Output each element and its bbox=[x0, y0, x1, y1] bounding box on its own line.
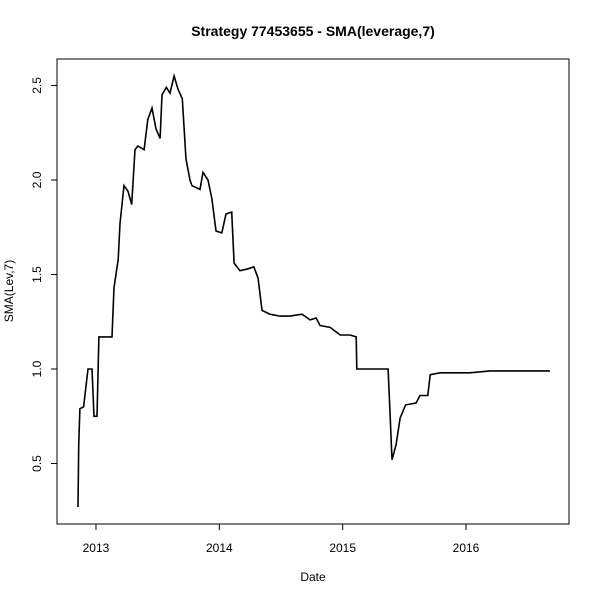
data-line bbox=[77, 72, 550, 508]
y-tick-label: 0.5 bbox=[30, 455, 44, 472]
y-axis-label: SMA(Lev,7) bbox=[2, 260, 16, 322]
y-tick-label: 1.0 bbox=[30, 360, 44, 377]
x-tick-label: 2013 bbox=[83, 541, 110, 555]
y-tick-label: 2.5 bbox=[30, 77, 44, 94]
x-tick-label: 2015 bbox=[329, 541, 356, 555]
plot-frame bbox=[56, 58, 570, 525]
x-axis-label: Date bbox=[300, 570, 326, 584]
y-tick-label: 2.0 bbox=[30, 171, 44, 188]
y-tick-label: 1.5 bbox=[30, 266, 44, 283]
chart-title: Strategy 77453655 - SMA(leverage,7) bbox=[191, 23, 435, 39]
x-tick-label: 2014 bbox=[206, 541, 233, 555]
x-tick-label: 2016 bbox=[453, 541, 480, 555]
